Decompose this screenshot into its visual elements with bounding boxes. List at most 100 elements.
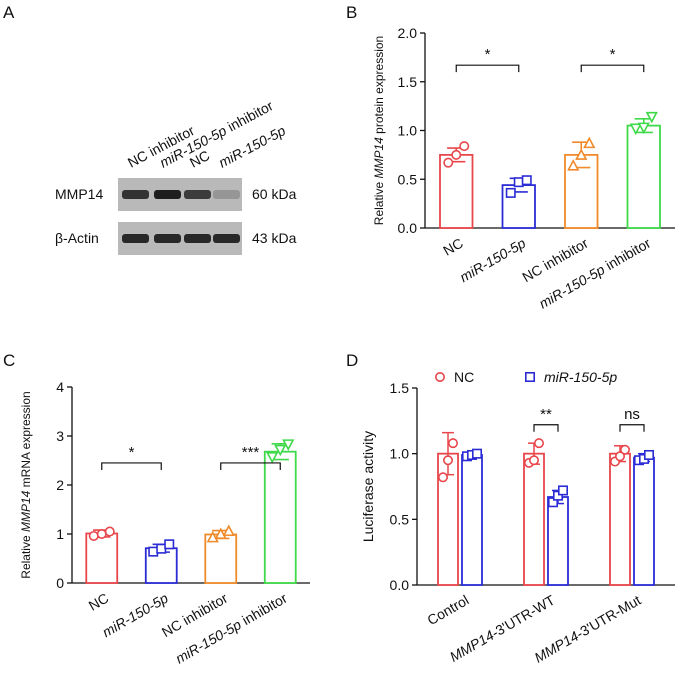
data-point xyxy=(575,148,588,160)
category-label: NC xyxy=(86,590,112,614)
data-point xyxy=(619,444,630,455)
significance-bracket xyxy=(455,64,520,73)
data-point xyxy=(222,524,235,537)
data-point xyxy=(164,539,175,550)
blot-band xyxy=(213,190,240,199)
data-point xyxy=(443,157,454,168)
blot-protein-label: β-Actin xyxy=(55,230,99,246)
blot-size-label: 60 kDa xyxy=(252,186,297,202)
data-point xyxy=(521,175,532,186)
y-tick-label: 0.5 xyxy=(390,511,410,527)
significance-label: ns xyxy=(624,406,640,423)
y-tick-label: 1.5 xyxy=(390,380,410,396)
y-tick-label: 1.5 xyxy=(398,74,418,90)
data-point xyxy=(282,439,295,451)
y-axis-label: Relative MMP14 protein expression xyxy=(372,36,386,225)
category-label: miR-150-5p xyxy=(457,235,529,286)
legend-label: NC xyxy=(454,369,474,385)
bar xyxy=(523,452,545,586)
significance-label: * xyxy=(129,444,135,461)
blot-band xyxy=(184,190,211,199)
significance-label: * xyxy=(485,46,491,63)
significance-bracket xyxy=(580,64,645,73)
data-point xyxy=(557,485,568,496)
data-point xyxy=(513,177,524,188)
data-point xyxy=(583,136,596,149)
bar xyxy=(461,454,483,586)
legend-marker xyxy=(434,371,445,382)
panel-letter-a: A xyxy=(3,3,15,22)
bar xyxy=(547,496,569,586)
y-tick-label: 1.0 xyxy=(390,446,410,462)
blot-band xyxy=(154,234,181,243)
data-point xyxy=(266,452,279,464)
data-point xyxy=(533,438,544,449)
y-tick-label: 0.5 xyxy=(398,171,418,187)
category-label: Control xyxy=(424,592,471,628)
significance-bracket xyxy=(533,424,559,432)
chart-b: 0.0 0.5 1.0 1.5 2.0 Relative MMP14 protein ex… xyxy=(372,25,675,312)
data-point xyxy=(459,141,470,152)
bar xyxy=(85,532,119,584)
bar xyxy=(204,533,238,584)
data-point xyxy=(643,449,654,460)
data-point xyxy=(629,123,642,136)
data-point xyxy=(637,122,650,135)
data-point xyxy=(148,546,159,557)
bar xyxy=(609,452,631,586)
panel-letter-b: B xyxy=(346,3,357,22)
significance-bracket xyxy=(619,424,645,432)
data-point xyxy=(274,444,287,457)
significance-bracket xyxy=(101,462,162,470)
significance-label: * xyxy=(610,46,616,63)
data-point xyxy=(442,455,453,466)
category-label: miR-150-5p inhibitor xyxy=(173,590,290,667)
data-point xyxy=(614,451,625,462)
data-point xyxy=(88,530,99,541)
data-point xyxy=(451,149,462,160)
category-label: miR-150-5p xyxy=(99,590,171,641)
category-label: miR-150-5p inhibitor xyxy=(536,235,653,312)
significance-label: ** xyxy=(540,406,552,423)
data-point xyxy=(447,438,458,449)
blot-band xyxy=(122,190,149,199)
data-point xyxy=(206,530,219,543)
data-point xyxy=(104,526,115,537)
legend-label: miR-150-5p xyxy=(544,369,617,385)
blot-band xyxy=(213,234,240,243)
panel-letter-d: D xyxy=(346,351,358,370)
data-point xyxy=(645,111,658,124)
panel-letter-c: C xyxy=(3,351,15,370)
data-point xyxy=(156,543,167,554)
y-tick-label: 1.0 xyxy=(398,123,418,139)
legend-marker xyxy=(524,371,535,382)
blot-protein-label: MMP14 xyxy=(55,186,103,202)
blot-band xyxy=(154,190,181,199)
data-point xyxy=(471,448,482,459)
y-tick-label: 0.0 xyxy=(398,220,418,236)
bar xyxy=(626,124,661,229)
blot-band xyxy=(122,234,149,243)
blot-size-label: 43 kDa xyxy=(252,230,297,246)
data-point xyxy=(528,455,539,466)
y-axis-label: Relative MMP14 mRNA expression xyxy=(19,391,33,578)
y-tick-label: 0 xyxy=(56,575,64,591)
data-point xyxy=(437,472,448,483)
y-tick-label: 0.0 xyxy=(390,577,410,593)
data-point xyxy=(96,528,107,539)
data-point xyxy=(567,159,580,171)
significance-bracket xyxy=(220,462,281,470)
bar xyxy=(633,456,655,586)
data-point xyxy=(505,187,516,198)
y-tick-label: 2.0 xyxy=(398,25,418,41)
category-label: NC xyxy=(440,235,466,259)
blot-band xyxy=(184,234,211,243)
y-tick-label: 3 xyxy=(56,428,64,444)
y-axis-label: Luciferase activity xyxy=(360,431,376,542)
y-tick-label: 1 xyxy=(56,526,64,542)
bar xyxy=(263,450,297,584)
